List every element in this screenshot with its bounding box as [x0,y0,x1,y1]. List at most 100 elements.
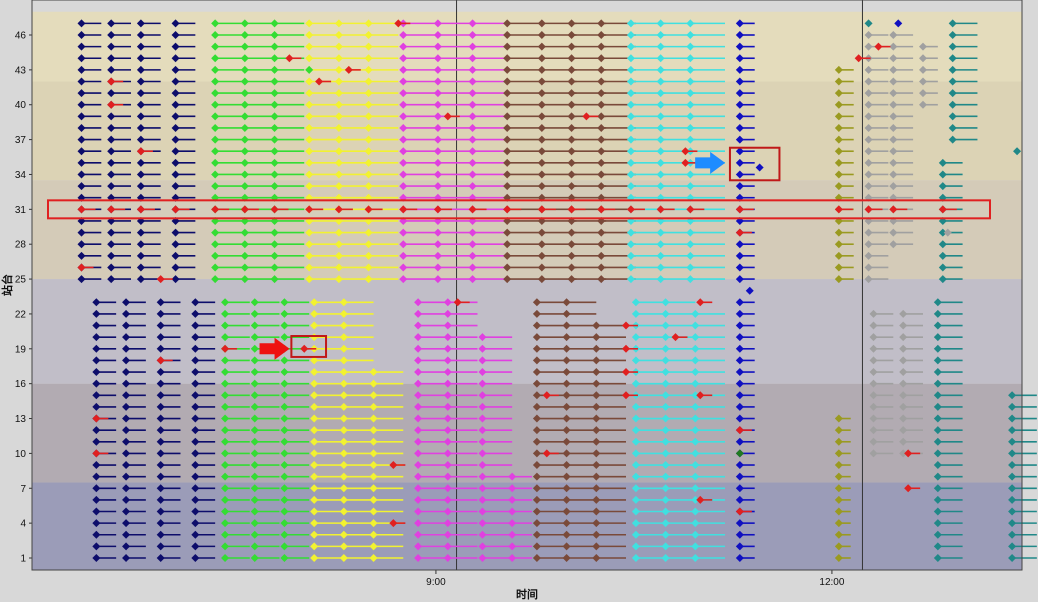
train-marker [364,112,373,121]
train-marker [631,356,640,365]
train-marker [77,228,86,237]
train-marker [478,368,487,377]
train-marker [834,251,843,260]
train-marker [562,321,571,330]
train-marker [270,31,279,39]
train-marker [414,507,423,516]
train-marker [537,100,546,109]
train-marker [735,484,744,493]
train-marker [468,275,477,284]
train-marker [735,298,744,307]
train-marker [468,42,477,51]
train-marker [735,321,744,330]
train-marker [661,519,670,528]
train-marker [250,368,259,377]
train-marker [869,402,878,411]
delayed-train-marker [889,205,898,214]
train-marker [171,77,180,86]
train-marker [691,379,700,388]
train-marker [468,77,477,86]
train-marker [478,333,487,342]
train-marker [567,54,576,63]
train-marker [156,368,165,377]
train-marker [567,158,576,167]
train-marker [191,391,200,400]
train-marker [280,519,289,528]
train-marker [107,240,116,249]
train-marker [156,333,165,342]
train-marker [889,170,898,179]
highlight-box-1 [290,335,328,358]
train-marker [250,391,259,400]
train-marker [221,461,230,470]
train-marker [691,344,700,353]
train-marker [240,251,249,260]
train-marker [433,65,442,74]
train-marker [626,100,635,109]
y-tick-label: 4 [20,519,26,530]
train-marker [1008,414,1017,423]
train-marker [592,530,601,539]
train-marker [171,182,180,191]
train-marker [310,449,319,458]
train-marker [933,484,942,493]
train-marker [592,461,601,470]
train-marker [92,472,101,481]
train-marker [869,426,878,435]
train-marker [334,65,343,74]
train-marker [899,333,908,342]
train-marker [1008,542,1017,551]
train-marker [136,89,145,98]
train-marker [631,495,640,504]
train-marker [597,89,606,98]
train-marker [686,240,695,249]
train-marker [122,426,131,435]
train-marker [508,507,517,516]
train-marker [77,147,86,156]
train-marker [77,54,86,63]
train-marker [626,182,635,191]
train-marker [735,530,744,539]
train-marker [894,19,903,28]
train-marker [567,77,576,86]
train-marker [136,182,145,191]
train-marker [834,158,843,167]
train-marker [364,19,373,28]
train-marker [889,112,898,121]
train-marker [933,402,942,411]
train-marker [686,182,695,191]
train-marker [933,321,942,330]
y-tick-label: 37 [15,135,27,146]
train-marker [270,147,279,156]
train-marker [305,275,314,284]
train-marker [310,402,319,411]
delayed-train-marker [904,449,913,458]
train-marker [503,147,512,156]
train-marker [864,182,873,191]
train-marker [869,368,878,377]
train-marker [1008,426,1017,435]
train-marker [250,472,259,481]
train-marker [686,31,695,39]
train-marker [221,379,230,388]
train-marker [443,379,452,388]
y-tick-label: 13 [15,414,27,425]
train-marker [136,123,145,132]
train-marker [691,402,700,411]
train-marker [567,135,576,144]
train-marker [250,554,259,562]
train-marker [626,240,635,249]
delayed-train-marker [626,205,635,214]
train-marker [691,449,700,458]
train-marker [92,495,101,504]
train-marker [250,426,259,435]
train-marker [122,437,131,446]
train-marker [631,309,640,318]
train-marker [334,170,343,179]
train-marker [503,263,512,272]
train-marker [191,519,200,528]
train-marker [468,135,477,144]
train-marker [77,89,86,98]
train-marker [334,123,343,132]
train-marker [537,147,546,156]
